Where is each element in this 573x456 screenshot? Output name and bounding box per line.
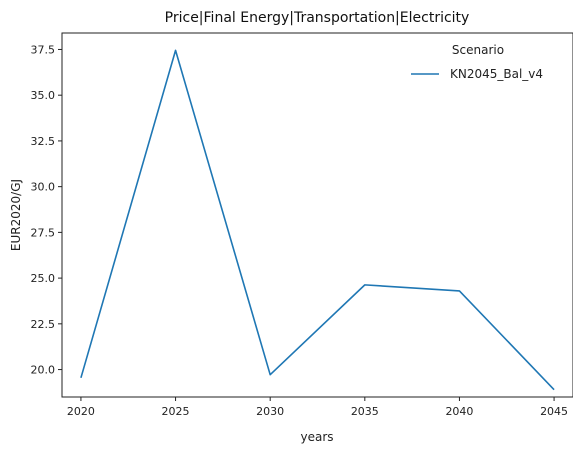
- series-line: [80, 49, 555, 391]
- legend-title: Scenario: [452, 43, 504, 57]
- legend: Scenario KN2045_Bal_v4: [411, 43, 543, 81]
- x-tick-label: 2035: [351, 405, 379, 418]
- y-tick-label: 32.5: [31, 135, 56, 148]
- legend-label: KN2045_Bal_v4: [450, 67, 543, 81]
- x-tick-label: 2045: [540, 405, 568, 418]
- x-tick-label: 2040: [445, 405, 473, 418]
- series-lines: [80, 49, 555, 391]
- chart-title: Price|Final Energy|Transportation|Electr…: [165, 10, 470, 26]
- x-tick-label: 2025: [162, 405, 190, 418]
- x-axis-ticks: 2020 2025 2030 2035 2040 2045: [67, 397, 568, 418]
- y-tick-label: 35.0: [31, 89, 56, 102]
- x-axis-label: years: [300, 430, 333, 444]
- x-tick-label: 2030: [256, 405, 284, 418]
- y-axis-ticks: 20.0 22.5 25.0 27.5 30.0 32.5 35.0 37.5: [31, 43, 62, 377]
- y-axis-label: EUR2020/GJ: [9, 179, 23, 251]
- y-tick-label: 37.5: [31, 43, 56, 56]
- plot-frame: [61, 32, 573, 398]
- y-tick-label: 20.0: [31, 364, 56, 377]
- x-tick-label: 2020: [67, 405, 95, 418]
- y-tick-label: 27.5: [31, 226, 56, 239]
- y-tick-label: 30.0: [31, 181, 56, 194]
- y-tick-label: 22.5: [31, 318, 56, 331]
- y-tick-label: 25.0: [31, 272, 56, 285]
